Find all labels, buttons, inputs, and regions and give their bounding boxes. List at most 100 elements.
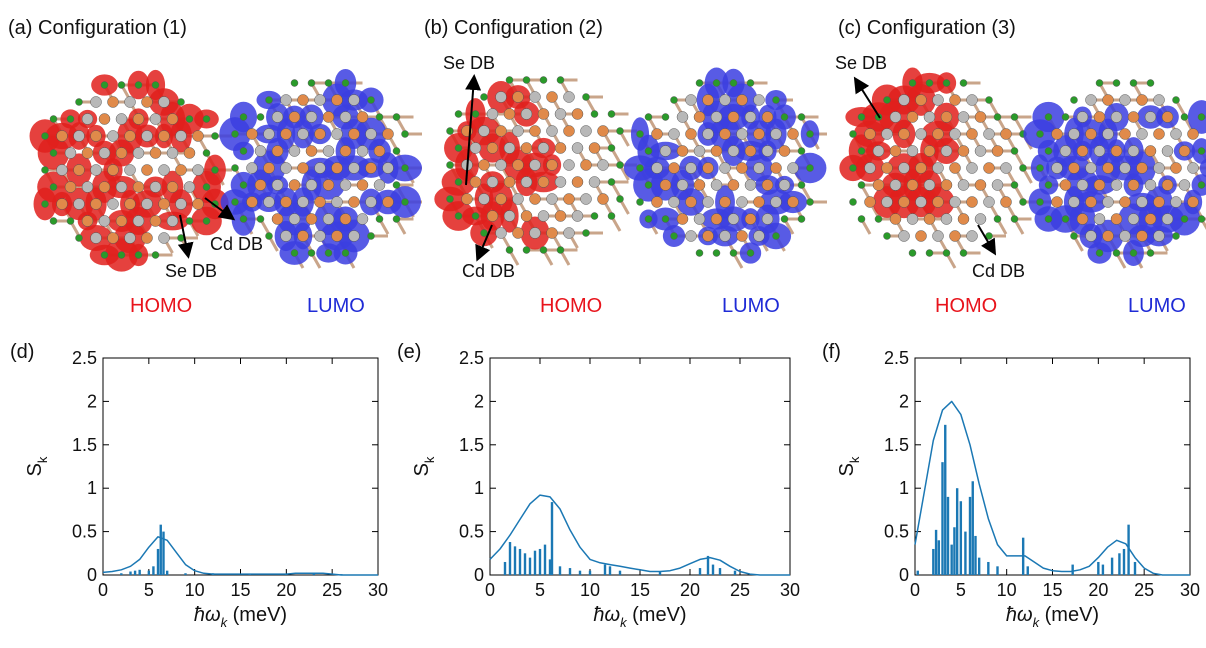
atom xyxy=(332,163,343,174)
molecule xyxy=(1023,80,1206,269)
stick xyxy=(152,566,154,575)
atom xyxy=(447,196,454,203)
atom xyxy=(933,197,944,208)
atom xyxy=(57,131,68,142)
atom xyxy=(82,114,93,125)
atom xyxy=(393,216,400,223)
atom xyxy=(547,228,558,239)
atom xyxy=(564,160,575,171)
annotation: Cd DB xyxy=(972,261,1025,281)
chart-title: (f) xyxy=(822,341,841,363)
atom xyxy=(538,177,549,188)
atom xyxy=(662,216,669,223)
atom xyxy=(608,213,615,220)
atom xyxy=(193,131,204,142)
atom xyxy=(1198,148,1205,155)
panel-label: (b) Configuration (2) xyxy=(424,17,603,39)
atom xyxy=(1094,214,1105,225)
atom xyxy=(521,143,532,154)
atom xyxy=(798,182,805,189)
atom xyxy=(1128,112,1139,123)
atom xyxy=(1077,214,1088,225)
atom xyxy=(645,114,652,121)
atom xyxy=(152,252,159,259)
atom xyxy=(504,143,515,154)
atom xyxy=(703,231,714,242)
stick xyxy=(129,572,131,575)
atom xyxy=(167,148,178,159)
atom xyxy=(745,214,756,225)
atom xyxy=(167,114,178,125)
atom xyxy=(686,129,697,140)
atom xyxy=(99,216,110,227)
atom xyxy=(1037,165,1044,172)
atom xyxy=(125,199,136,210)
stick xyxy=(569,568,571,575)
atom xyxy=(240,216,247,223)
atom xyxy=(1171,129,1182,140)
atom xyxy=(941,146,952,157)
atom xyxy=(496,194,507,205)
atom xyxy=(323,112,334,123)
stick xyxy=(579,571,581,575)
atom xyxy=(523,77,530,84)
atom xyxy=(142,131,153,142)
atom xyxy=(289,180,300,191)
atom xyxy=(357,112,368,123)
atom xyxy=(1188,197,1199,208)
atom xyxy=(660,146,671,157)
atom xyxy=(289,112,300,123)
atom xyxy=(203,150,210,157)
atom xyxy=(255,180,266,191)
stick xyxy=(559,566,561,575)
atom xyxy=(1145,214,1156,225)
atom xyxy=(383,129,394,140)
atom xyxy=(1137,129,1148,140)
x-tick-label: 5 xyxy=(535,580,545,600)
atom xyxy=(884,97,891,104)
atom xyxy=(203,184,210,191)
stick xyxy=(589,571,591,575)
atom xyxy=(1094,112,1105,123)
atom xyxy=(1137,231,1148,242)
atom xyxy=(212,133,219,140)
homo-label: HOMO xyxy=(540,295,602,317)
atom xyxy=(882,163,893,174)
atom xyxy=(933,231,944,242)
atom xyxy=(1111,214,1122,225)
atom xyxy=(720,163,731,174)
x-tick-label: 30 xyxy=(780,580,800,600)
atom xyxy=(538,211,549,222)
atom xyxy=(747,250,754,257)
x-axis-label: ħωk (meV) xyxy=(1006,604,1099,630)
atom xyxy=(737,95,748,106)
atom xyxy=(1171,163,1182,174)
atom xyxy=(289,214,300,225)
atom xyxy=(255,146,266,157)
atom xyxy=(899,129,910,140)
atom xyxy=(745,180,756,191)
lumo-label: LUMO xyxy=(1128,295,1186,317)
atom xyxy=(82,148,93,159)
atom xyxy=(1137,163,1148,174)
atom xyxy=(232,165,239,172)
atom xyxy=(865,163,876,174)
atom xyxy=(281,231,292,242)
atom xyxy=(1094,180,1105,191)
atom xyxy=(762,146,773,157)
y-tick-label: 2 xyxy=(474,391,484,411)
y-tick-label: 0 xyxy=(899,565,909,585)
atom xyxy=(720,231,731,242)
y-tick-label: 2.5 xyxy=(459,348,484,368)
atom xyxy=(798,114,805,121)
atom xyxy=(291,80,298,87)
atom xyxy=(42,201,49,208)
y-axis-label-sub: k xyxy=(847,456,862,463)
atom xyxy=(858,182,865,189)
atom xyxy=(686,197,697,208)
atom xyxy=(159,97,170,108)
atom xyxy=(754,163,765,174)
molecule xyxy=(434,77,637,266)
atom xyxy=(1162,112,1173,123)
atom xyxy=(357,214,368,225)
